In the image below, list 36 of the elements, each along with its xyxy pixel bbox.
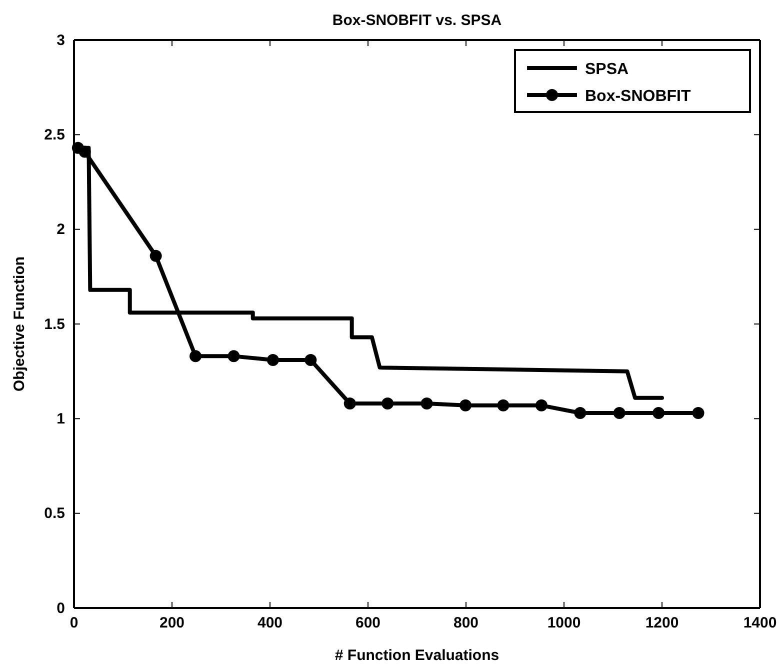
x-tick-label: 1000: [547, 614, 581, 632]
point: [382, 398, 394, 410]
x-tick-label: 600: [355, 614, 381, 632]
point: [574, 406, 586, 419]
point: [692, 406, 704, 419]
y-tick-label: 2: [56, 221, 65, 238]
y-tick-label: 0: [56, 600, 65, 617]
point: [652, 406, 665, 419]
point: [190, 350, 202, 362]
chart-title: Box-SNOBFIT vs. SPSA: [332, 12, 502, 29]
point: [613, 406, 626, 419]
point: [304, 354, 317, 366]
point: [535, 399, 548, 412]
x-tick-label: 800: [453, 614, 479, 632]
y-tick-label: 1.5: [44, 316, 65, 333]
legend-label: Box-SNOBFIT: [585, 88, 691, 105]
y-axis-title: Objective Function: [11, 256, 28, 392]
point: [150, 250, 162, 262]
y-tick-label: 2.5: [44, 126, 65, 144]
point: [460, 399, 472, 412]
y-tick-label: 1: [56, 410, 65, 428]
x-tick-label: 400: [257, 614, 283, 632]
x-tick-label: 1400: [743, 614, 777, 632]
point: [344, 398, 356, 410]
y-tick-label: 3: [56, 32, 65, 49]
y-tick-label: 0.5: [44, 505, 65, 522]
point: [420, 398, 433, 410]
point: [266, 354, 279, 366]
point: [78, 146, 91, 158]
x-tick-label: 200: [159, 614, 185, 632]
x-tick-label: 0: [70, 614, 78, 632]
x-tick-label: 1200: [645, 614, 679, 632]
legend-label: SPSA: [585, 61, 630, 78]
point: [497, 399, 510, 412]
point: [228, 350, 240, 362]
x-axis-title: # Function Evaluations: [334, 647, 500, 664]
